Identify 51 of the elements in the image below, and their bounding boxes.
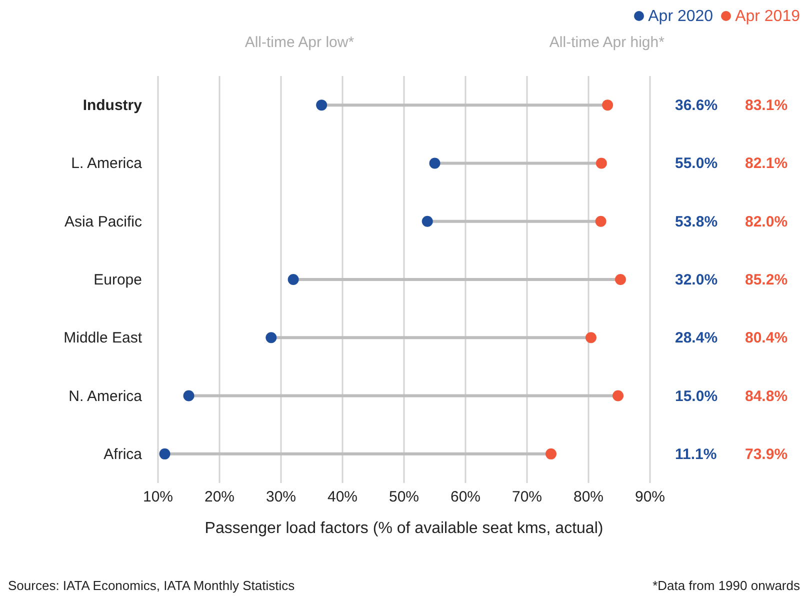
data-label: 36.6% xyxy=(675,97,718,114)
point xyxy=(288,274,299,285)
text: All-time Apr high* xyxy=(549,34,664,51)
text: *Data from 1990 onwards xyxy=(652,578,800,593)
x-tick-label: 10% xyxy=(142,488,174,506)
data-label: 82.0% xyxy=(745,213,788,230)
data-label: 84.8% xyxy=(745,388,788,405)
point xyxy=(266,332,277,344)
y-tick-label: L. America xyxy=(71,155,143,172)
y-tick-label: Africa xyxy=(104,446,143,463)
data-label: 80.4% xyxy=(745,330,788,347)
point xyxy=(159,448,170,460)
point xyxy=(602,100,614,111)
data-label: 11.1% xyxy=(675,446,717,463)
x-tick-label: 70% xyxy=(512,488,542,506)
point xyxy=(429,158,440,169)
x-axis-title: Passenger load factors (% of available seat kms, actual) xyxy=(204,520,604,537)
y-tick-label: Europe xyxy=(94,272,142,288)
x-tick-label: 30% xyxy=(266,488,296,506)
y-tick-label: N. America xyxy=(68,388,143,405)
data-label: 15.0% xyxy=(675,388,718,405)
point xyxy=(316,100,328,111)
source-note: Sources: IATA Economics, IATA Monthly Statistics xyxy=(8,578,295,593)
point xyxy=(614,274,626,285)
y-tick-label: Middle East xyxy=(64,330,143,347)
point xyxy=(422,216,433,227)
data-label: 32.0% xyxy=(675,272,718,288)
x-tick-label: 40% xyxy=(327,488,358,506)
data-label: 73.9% xyxy=(745,446,788,463)
data-label: 28.4% xyxy=(675,330,718,347)
text: All-time Apr low* xyxy=(244,34,354,51)
point xyxy=(595,216,606,227)
point xyxy=(585,332,596,344)
data-label: 85.2% xyxy=(745,272,788,288)
point xyxy=(183,390,194,402)
y-tick-label: Asia Pacific xyxy=(64,213,142,230)
x-tick-label: 60% xyxy=(450,488,481,506)
data-label: 82.1% xyxy=(745,155,788,172)
x-tick-label: 50% xyxy=(388,488,420,506)
point xyxy=(545,448,556,460)
data-label: 83.1% xyxy=(745,97,788,114)
x-tick-label: 80% xyxy=(573,488,604,506)
legend-label: Apr 2019 xyxy=(734,8,800,25)
data-label: 53.8% xyxy=(675,213,718,230)
point xyxy=(596,158,607,169)
point xyxy=(612,390,624,402)
legend-label: Apr 2020 xyxy=(647,8,714,25)
y-tick-label: Industry xyxy=(82,97,143,114)
data-label: 55.0% xyxy=(675,155,718,172)
x-tick-label: 90% xyxy=(634,488,666,506)
x-tick-label: 20% xyxy=(204,488,235,506)
